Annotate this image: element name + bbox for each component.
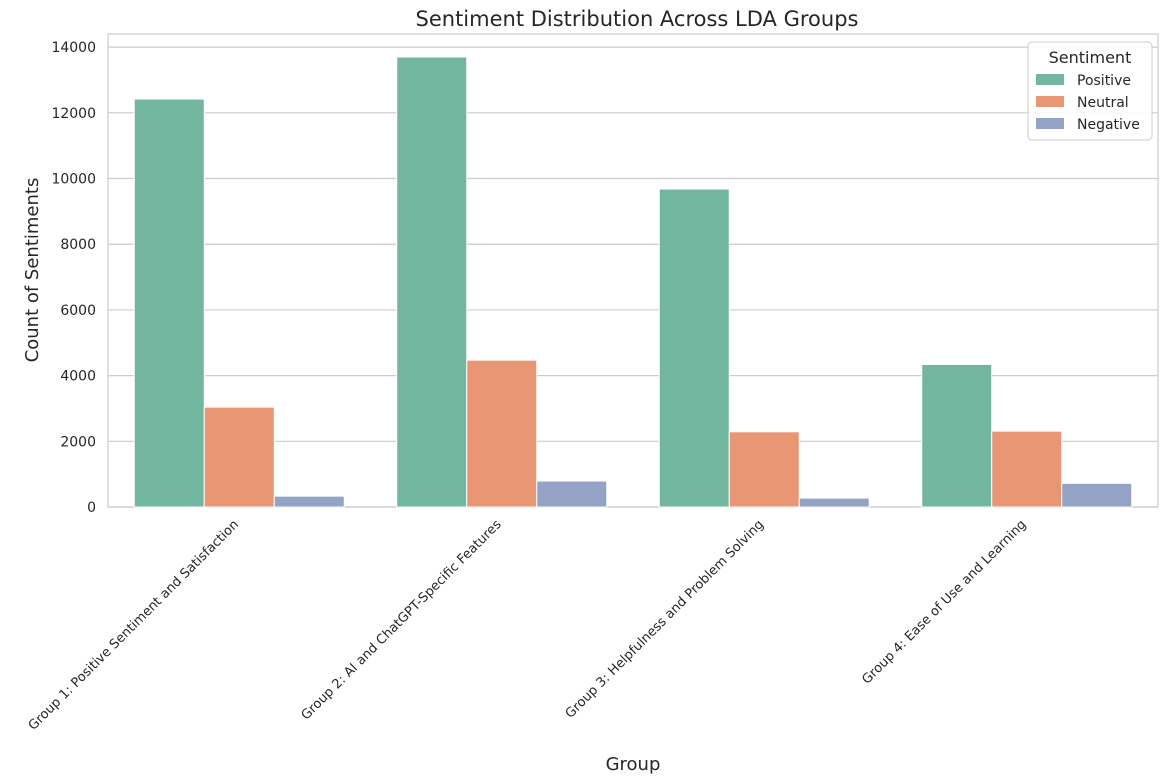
legend-label: Positive xyxy=(1077,73,1131,89)
y-tick-label: 12000 xyxy=(51,106,96,122)
bar-neutral xyxy=(466,359,538,508)
legend-label: Negative xyxy=(1077,117,1140,133)
x-axis-ticks: Group 1: Positive Sentiment and Satisfac… xyxy=(26,517,1030,733)
bar-positive xyxy=(133,98,205,508)
legend-swatch-neutral xyxy=(1036,96,1064,107)
bar-negative xyxy=(1061,482,1133,508)
bar-neutral xyxy=(991,430,1063,508)
legend-box xyxy=(1027,41,1153,141)
legend-swatch-positive xyxy=(1036,74,1064,85)
bar-positive xyxy=(396,56,468,508)
bars xyxy=(133,56,1133,508)
chart-title: Sentiment Distribution Across LDA Groups xyxy=(416,7,859,31)
y-axis-ticks: 0 2000 4000 6000 8000 10000 12000 14000 xyxy=(51,40,96,516)
y-tick-label: 4000 xyxy=(60,369,96,385)
bar-negative xyxy=(273,495,345,508)
x-tick-label: Group 3: Helpfulness and Problem Solving xyxy=(563,517,767,721)
bar-positive xyxy=(658,188,730,508)
bar-negative xyxy=(536,480,608,508)
y-tick-label: 10000 xyxy=(51,172,96,188)
y-tick-label: 8000 xyxy=(60,237,96,253)
x-tick-label: Group 4: Ease of Use and Learning xyxy=(859,517,1029,687)
legend-items: Positive Neutral Negative xyxy=(1036,73,1140,133)
legend-title: Sentiment xyxy=(1049,48,1132,67)
y-tick-label: 2000 xyxy=(60,434,96,450)
x-tick-label: Group 1: Positive Sentiment and Satisfac… xyxy=(26,517,242,733)
bar-negative xyxy=(798,497,870,508)
x-tick-label: Group 2: AI and ChatGPT-Specific Feature… xyxy=(299,517,505,723)
y-tick-label: 0 xyxy=(87,500,96,516)
x-axis-label: Group xyxy=(606,754,661,775)
y-tick-label: 6000 xyxy=(60,303,96,319)
legend-swatch-negative xyxy=(1036,118,1064,129)
y-axis-label: Count of Sentiments xyxy=(22,178,43,363)
bar-neutral xyxy=(728,431,800,508)
y-tick-label: 14000 xyxy=(51,40,96,56)
legend-label: Neutral xyxy=(1077,95,1129,111)
legend: Sentiment Positive Neutral Negative xyxy=(1027,41,1153,141)
bar-neutral xyxy=(203,406,275,508)
bar-positive xyxy=(921,363,993,508)
